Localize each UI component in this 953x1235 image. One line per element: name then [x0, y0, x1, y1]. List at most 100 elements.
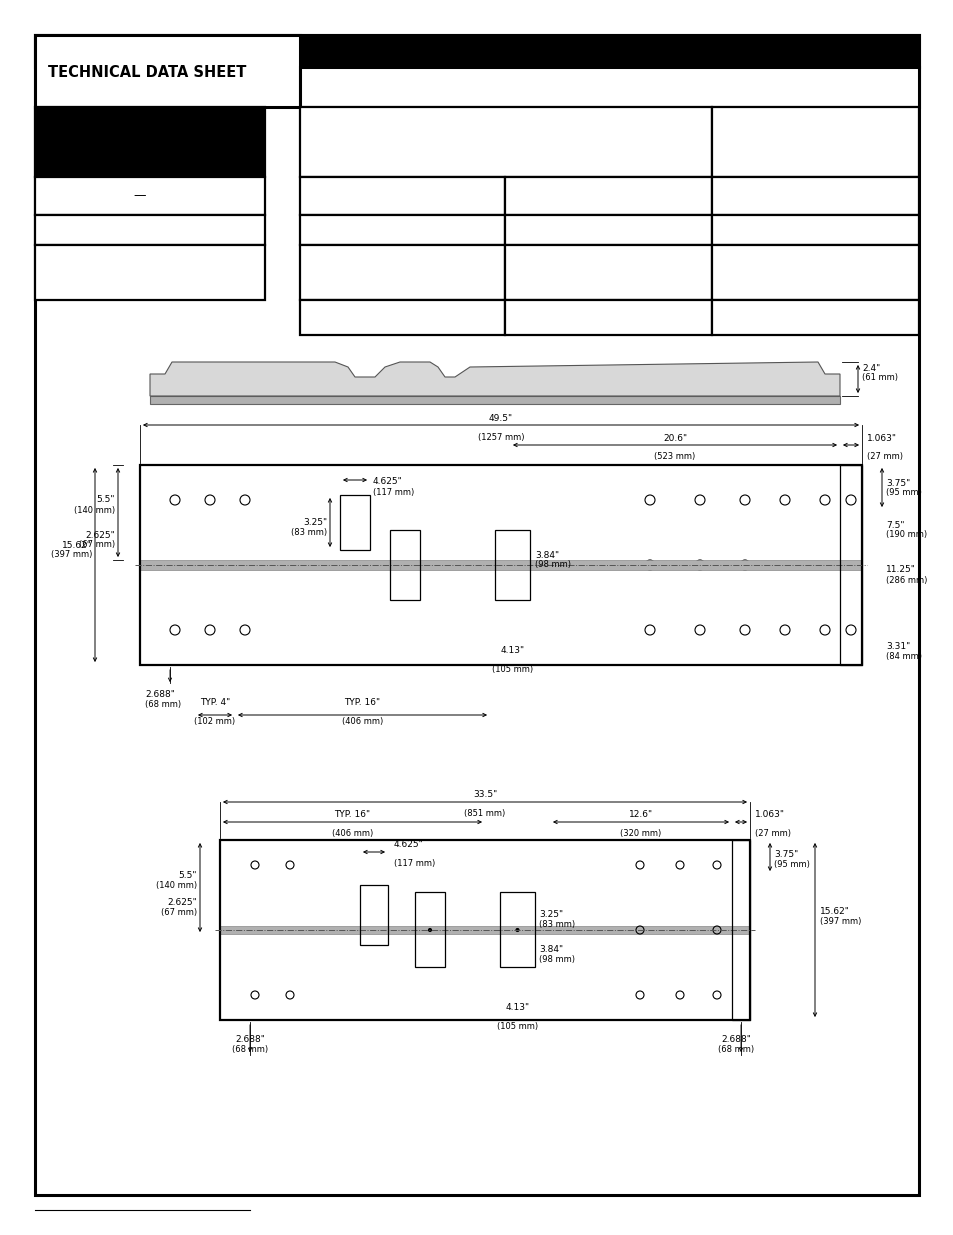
- Text: 3.75": 3.75": [885, 478, 909, 488]
- Text: (68 mm): (68 mm): [718, 1045, 753, 1053]
- Text: (406 mm): (406 mm): [332, 829, 373, 839]
- Bar: [299, 215, 504, 245]
- Text: (397 mm): (397 mm): [820, 918, 861, 926]
- Text: 3.75": 3.75": [773, 851, 798, 860]
- Text: (140 mm): (140 mm): [155, 882, 196, 890]
- Bar: [390, 530, 419, 600]
- Text: 15.62": 15.62": [820, 908, 849, 916]
- Text: (320 mm): (320 mm): [619, 829, 661, 839]
- Bar: [299, 177, 504, 215]
- Text: 3.31": 3.31": [885, 642, 909, 652]
- Bar: [504, 245, 711, 300]
- Text: (140 mm): (140 mm): [73, 505, 115, 515]
- Polygon shape: [150, 362, 840, 396]
- Bar: [711, 107, 918, 177]
- Text: (98 mm): (98 mm): [538, 956, 575, 965]
- Text: (68 mm): (68 mm): [145, 700, 181, 709]
- Circle shape: [516, 929, 518, 931]
- Text: (83 mm): (83 mm): [538, 920, 575, 930]
- Text: (105 mm): (105 mm): [497, 1023, 537, 1031]
- Bar: [711, 215, 918, 245]
- Bar: [731, 840, 749, 1020]
- Text: 1.063": 1.063": [866, 433, 896, 443]
- Text: (67 mm): (67 mm): [161, 909, 196, 918]
- Circle shape: [428, 929, 431, 931]
- Bar: [299, 67, 918, 107]
- Text: 4.13": 4.13": [505, 1003, 529, 1011]
- Text: 3.25": 3.25": [302, 517, 327, 527]
- Bar: [711, 245, 918, 300]
- Bar: [339, 495, 370, 550]
- Text: 2.625": 2.625": [167, 899, 196, 908]
- Bar: [299, 300, 504, 335]
- Bar: [35, 35, 299, 107]
- Text: TYP. 4": TYP. 4": [200, 698, 230, 706]
- Text: 11.25": 11.25": [885, 566, 915, 574]
- Text: 2.688": 2.688": [145, 690, 174, 699]
- Text: TECHNICAL DATA SHEET: TECHNICAL DATA SHEET: [48, 64, 246, 79]
- Bar: [140, 466, 862, 664]
- Bar: [299, 245, 504, 300]
- Text: (1257 mm): (1257 mm): [477, 433, 524, 442]
- Text: (95 mm): (95 mm): [773, 861, 809, 869]
- Text: 2.688": 2.688": [234, 1035, 265, 1044]
- Text: (406 mm): (406 mm): [341, 718, 383, 726]
- Text: (105 mm): (105 mm): [492, 664, 533, 674]
- Text: (61 mm): (61 mm): [862, 373, 897, 382]
- Text: TYP. 16": TYP. 16": [344, 698, 380, 706]
- Bar: [504, 300, 711, 335]
- Bar: [711, 300, 918, 335]
- Text: 3.84": 3.84": [538, 946, 562, 955]
- Text: 3.25": 3.25": [538, 910, 562, 920]
- Text: (523 mm): (523 mm): [654, 452, 695, 461]
- Text: (851 mm): (851 mm): [464, 809, 505, 818]
- Text: 5.5": 5.5": [178, 872, 196, 881]
- Text: TYP. 16": TYP. 16": [335, 810, 370, 819]
- Text: 1.063": 1.063": [754, 810, 784, 819]
- Bar: [499, 893, 535, 967]
- Text: 2.625": 2.625": [85, 531, 115, 540]
- Bar: [495, 530, 530, 600]
- Bar: [35, 35, 918, 67]
- Text: (98 mm): (98 mm): [535, 561, 571, 569]
- Bar: [504, 177, 711, 215]
- Text: (83 mm): (83 mm): [291, 529, 327, 537]
- Bar: [504, 215, 711, 245]
- Text: (84 mm): (84 mm): [885, 652, 921, 662]
- Text: (102 mm): (102 mm): [194, 718, 235, 726]
- Bar: [220, 840, 749, 1020]
- Text: (67 mm): (67 mm): [79, 541, 115, 550]
- Text: 2.688": 2.688": [720, 1035, 750, 1044]
- Text: (117 mm): (117 mm): [373, 488, 414, 496]
- Bar: [35, 177, 265, 215]
- Text: (68 mm): (68 mm): [232, 1045, 268, 1053]
- Text: 2.4": 2.4": [862, 364, 880, 373]
- Text: (27 mm): (27 mm): [754, 829, 790, 839]
- Bar: [840, 466, 862, 664]
- Circle shape: [403, 563, 406, 567]
- Bar: [140, 559, 862, 571]
- Bar: [220, 926, 749, 934]
- Text: —: —: [133, 189, 146, 203]
- Text: (190 mm): (190 mm): [885, 531, 926, 540]
- Bar: [35, 215, 265, 245]
- Text: 49.5": 49.5": [489, 414, 513, 424]
- Text: 7.5": 7.5": [885, 520, 903, 530]
- Text: (117 mm): (117 mm): [394, 860, 435, 868]
- Text: 5.5": 5.5": [96, 495, 115, 505]
- Text: (397 mm): (397 mm): [51, 551, 91, 559]
- Circle shape: [511, 563, 514, 567]
- Text: 4.625": 4.625": [394, 840, 423, 848]
- Text: (286 mm): (286 mm): [885, 576, 926, 584]
- Bar: [711, 177, 918, 215]
- Text: 15.62": 15.62": [62, 541, 91, 550]
- Bar: [35, 107, 265, 177]
- Text: 12.6": 12.6": [628, 810, 653, 819]
- Bar: [415, 893, 444, 967]
- Text: 4.625": 4.625": [373, 478, 402, 487]
- Bar: [359, 885, 388, 945]
- Bar: [150, 396, 840, 404]
- Text: 4.13": 4.13": [500, 646, 524, 655]
- Text: 3.84": 3.84": [535, 551, 558, 559]
- Bar: [299, 107, 711, 177]
